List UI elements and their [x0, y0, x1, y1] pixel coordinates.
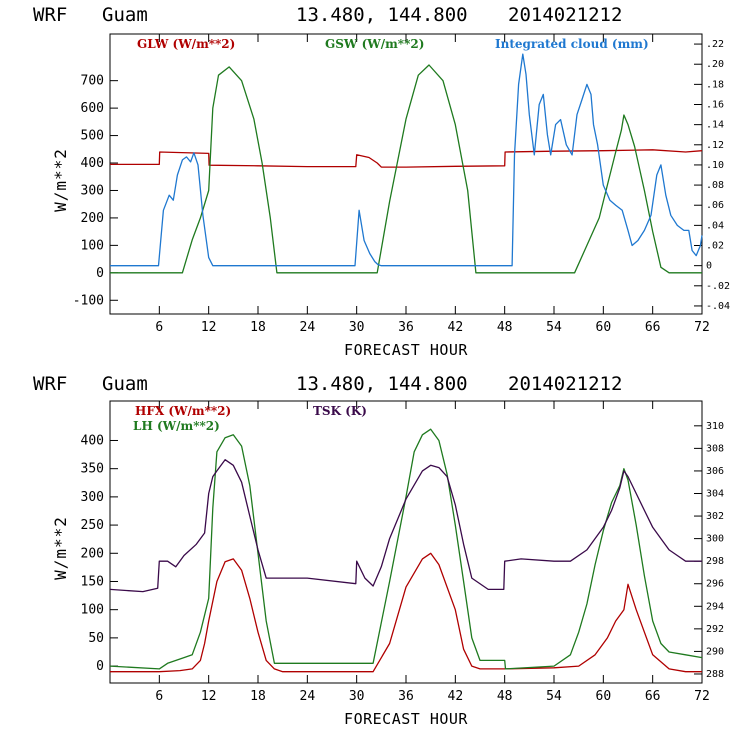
y-axis-label: W/m**2 [51, 148, 70, 212]
y2-tick-label: 294 [706, 601, 724, 612]
y2-tick-label: .14 [706, 120, 724, 131]
y2-tick-label: .18 [706, 79, 724, 90]
legend-entry: GLW (W/m**2) [137, 37, 235, 51]
y2-tick-label: .06 [706, 200, 724, 211]
y2-tick-label: .10 [706, 160, 724, 171]
legend-entry: TSK (K) [313, 404, 367, 418]
y2-tick-label: 290 [706, 646, 724, 657]
y2-tick-label: 0 [706, 261, 712, 272]
x-tick-label: 6 [155, 320, 163, 335]
top-chart-panel: WRF Guam 13.480, 144.800 2014021212 FORE… [33, 4, 730, 359]
y2-tick-label: .08 [706, 180, 724, 191]
y-tick-label: 0 [96, 659, 104, 674]
x-tick-label: 18 [250, 689, 266, 704]
x-tick-label: 42 [448, 320, 464, 335]
x-tick-label: 12 [201, 689, 217, 704]
y-tick-label: 400 [81, 433, 104, 448]
y2-tick-label: 310 [706, 421, 724, 432]
x-tick-label: 48 [497, 689, 513, 704]
header-coords: 13.480, 144.800 [296, 4, 468, 26]
y-tick-label: 300 [81, 183, 104, 198]
y-tick-label: 700 [81, 74, 104, 89]
series-line-2 [109, 459, 702, 593]
series-line-1 [110, 64, 702, 274]
x-tick-label: 6 [155, 689, 163, 704]
x-tick-label: 36 [398, 320, 414, 335]
y2-tick-label: 298 [706, 556, 724, 567]
y2-tick-label: 306 [706, 466, 724, 477]
header-coords: 13.480, 144.800 [296, 373, 468, 395]
legend-entry: LH (W/m**2) [133, 419, 220, 433]
y2-tick-label: 304 [706, 488, 724, 499]
y-tick-label: 400 [81, 156, 104, 171]
y2-tick-label: 302 [706, 511, 724, 522]
y2-tick-label: 296 [706, 579, 724, 590]
series-line-0 [110, 552, 702, 673]
y-tick-label: 500 [81, 129, 104, 144]
y-tick-label: 600 [81, 101, 104, 116]
y2-tick-label: 308 [706, 443, 724, 454]
x-tick-label: 54 [546, 689, 562, 704]
x-tick-label: 54 [546, 320, 562, 335]
x-tick-label: 66 [645, 320, 661, 335]
legend-entry: HFX (W/m**2) [135, 404, 231, 418]
legend-entry: Integrated cloud (mm) [495, 37, 649, 51]
x-tick-label: 18 [250, 320, 266, 335]
header-model: WRF [33, 4, 67, 26]
y2-tick-label: .12 [706, 140, 724, 151]
header-site: Guam [102, 4, 148, 26]
y2-tick-label: .20 [706, 59, 724, 70]
header-site: Guam [102, 373, 148, 395]
series-line-0 [110, 149, 703, 168]
header-init-time: 2014021212 [508, 373, 622, 395]
x-tick-label: 30 [349, 689, 365, 704]
x-tick-label: 36 [398, 689, 414, 704]
x-axis-label: FORECAST HOUR [344, 710, 468, 728]
x-tick-label: 42 [448, 689, 464, 704]
y-tick-label: -100 [73, 293, 104, 308]
y2-tick-label: 288 [706, 669, 724, 680]
x-tick-label: 24 [300, 320, 316, 335]
y-tick-label: 200 [81, 546, 104, 561]
y-tick-label: 200 [81, 211, 104, 226]
x-tick-label: 66 [645, 689, 661, 704]
plot-frame [109, 400, 703, 684]
y-axis-label: W/m**2 [51, 516, 70, 580]
y2-tick-label: .04 [706, 220, 724, 231]
x-tick-label: 30 [349, 320, 365, 335]
y2-tick-label: -.04 [706, 301, 730, 312]
y2-tick-label: -.02 [706, 281, 730, 292]
y-tick-label: 100 [81, 238, 104, 253]
y-tick-label: 250 [81, 518, 104, 533]
y2-tick-label: 300 [706, 534, 724, 545]
x-tick-label: 60 [596, 689, 612, 704]
x-tick-label: 72 [694, 689, 710, 704]
y2-tick-label: .22 [706, 39, 724, 50]
y-tick-label: 350 [81, 462, 104, 477]
y2-tick-label: 292 [706, 624, 724, 635]
y-tick-label: 150 [81, 574, 104, 589]
x-tick-label: 60 [596, 320, 612, 335]
legend-entry: GSW (W/m**2) [325, 37, 424, 51]
y-tick-label: 100 [81, 603, 104, 618]
series-line-1 [109, 428, 703, 670]
x-tick-label: 24 [300, 689, 316, 704]
x-tick-label: 72 [694, 320, 710, 335]
x-tick-label: 48 [497, 320, 513, 335]
header-model: WRF [33, 373, 67, 395]
y-tick-label: 50 [88, 631, 104, 646]
series-line-2 [110, 53, 703, 267]
y-tick-label: 300 [81, 490, 104, 505]
x-tick-label: 12 [201, 320, 217, 335]
header-init-time: 2014021212 [508, 4, 622, 26]
y2-tick-label: .16 [706, 100, 724, 111]
y-tick-label: 0 [96, 266, 104, 281]
x-axis-label: FORECAST HOUR [344, 341, 468, 359]
bottom-chart-panel: WRF Guam 13.480, 144.800 2014021212 FORE… [33, 373, 724, 728]
y2-tick-label: .02 [706, 241, 724, 252]
